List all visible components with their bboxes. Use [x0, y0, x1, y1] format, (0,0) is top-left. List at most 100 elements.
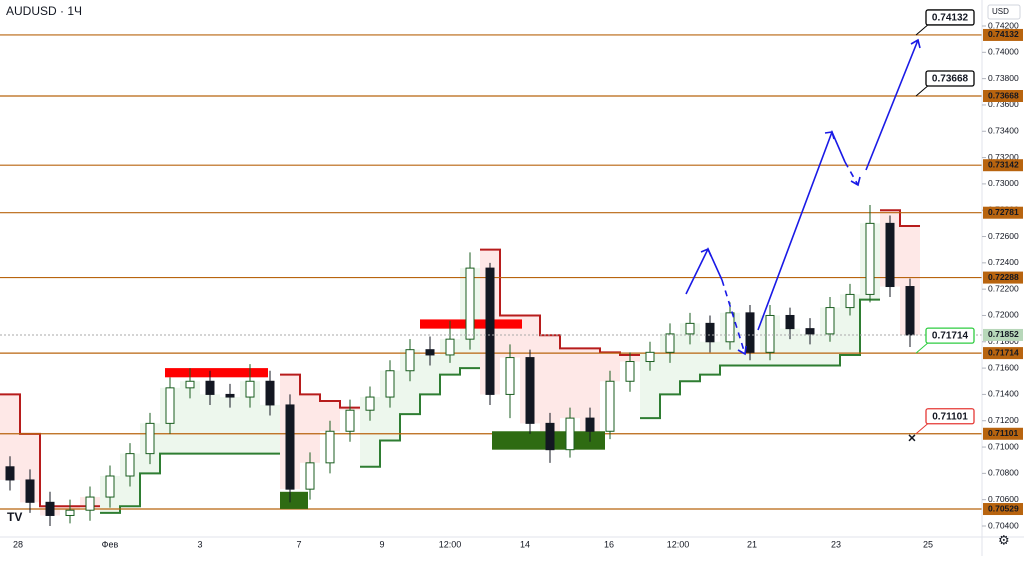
trend-fill: [240, 381, 260, 454]
trend-fill: [800, 333, 820, 366]
level-label-bg: [983, 347, 1023, 360]
y-tick-label: 0.73600: [988, 99, 1019, 109]
candle-body: [785, 314, 795, 330]
trend-fill: [660, 333, 680, 395]
arrow: [865, 39, 919, 171]
x-tick-label: 16: [604, 539, 614, 549]
trend-fill: [20, 433, 40, 503]
callout-label: 0.71101: [932, 411, 968, 422]
candle-body: [285, 404, 295, 490]
level-label: 0.71101: [988, 428, 1019, 438]
callout-box: [925, 9, 975, 26]
candle-body: [265, 380, 275, 406]
candle-body: [205, 380, 215, 395]
candle-body: [605, 380, 615, 432]
trend-fill: [700, 341, 720, 375]
candle-body: [625, 361, 635, 382]
level-label: 0.74132: [988, 29, 1019, 39]
last-price-label: 0.71852: [988, 329, 1019, 339]
candle-body: [505, 357, 515, 395]
candle-body: [585, 417, 595, 432]
trend-fill: [300, 394, 320, 463]
candle-body: [145, 422, 155, 455]
candle-body: [25, 479, 35, 503]
tv-logo: TV: [7, 510, 22, 524]
trend-up-line: [100, 452, 280, 514]
y-tick-label: 0.70600: [988, 494, 1019, 504]
candle-body: [65, 509, 75, 516]
y-tick-label: 0.71000: [988, 441, 1019, 451]
trend-fill: [560, 348, 580, 419]
y-tick-label: 0.73400: [988, 126, 1019, 136]
y-tick-label: 0.71200: [988, 415, 1019, 425]
level-label-bg: [983, 159, 1023, 172]
trend-fill: [640, 352, 660, 419]
x-tick-label: Фев: [102, 539, 119, 549]
trend-down-line: [0, 393, 100, 508]
level-label: 0.73142: [988, 159, 1019, 169]
candle-body: [865, 222, 875, 295]
y-tick-label: 0.71800: [988, 336, 1019, 346]
candle-body: [85, 496, 95, 511]
y-tick-label: 0.70800: [988, 468, 1019, 478]
currency-label[interactable]: USD: [992, 7, 1009, 16]
level-label: 0.71714: [988, 347, 1019, 357]
candle-body: [705, 322, 715, 343]
trend-fill: [420, 354, 440, 395]
candle-body: [845, 293, 855, 309]
x-tick-label: 23: [831, 539, 841, 549]
y-tick-label: 0.73000: [988, 178, 1019, 188]
trend-fill: [580, 348, 600, 432]
callout-box: [925, 408, 975, 425]
y-tick-label: 0.70400: [988, 520, 1019, 530]
trend-fill: [320, 401, 340, 432]
trend-fill: [680, 323, 700, 382]
y-tick-label: 0.71400: [988, 389, 1019, 399]
y-tick-label: 0.74200: [988, 20, 1019, 30]
y-tick-label: 0.71600: [988, 362, 1019, 372]
level-label: 0.72781: [988, 207, 1019, 217]
arrow: [721, 279, 746, 355]
callout-label: 0.74132: [932, 13, 969, 24]
y-tick-label: 0.72000: [988, 310, 1019, 320]
candle-body: [905, 286, 915, 336]
last-price-bg: [983, 328, 1023, 341]
candle-body: [305, 462, 315, 490]
arrowhead: [737, 345, 747, 356]
settings-icon[interactable]: ⚙: [998, 532, 1010, 547]
y-tick-label: 0.73800: [988, 73, 1019, 83]
x-tick-label: 9: [379, 539, 384, 549]
trend-fill: [200, 394, 220, 454]
y-tick-label: 0.72400: [988, 257, 1019, 267]
level-label: 0.73668: [988, 90, 1019, 100]
candle-body: [645, 351, 655, 363]
candle-body: [185, 380, 195, 389]
trend-fill: [780, 328, 800, 366]
x-tick-label: 12:00: [439, 539, 462, 549]
candle-body: [365, 396, 375, 411]
trend-fill: [540, 335, 560, 450]
currency-button[interactable]: [987, 4, 1021, 20]
x-tick-label: 14: [520, 539, 530, 549]
level-label-bg: [983, 503, 1023, 516]
stop-marker: ×: [908, 430, 916, 446]
candle-body: [405, 349, 415, 372]
candle-body: [45, 501, 55, 516]
candle-body: [225, 393, 235, 398]
trend-up-line: [360, 367, 480, 468]
callout-label: 0.73668: [932, 74, 969, 85]
trend-down-line: [280, 373, 360, 409]
y-tick-label: 0.74000: [988, 47, 1019, 57]
y-tick-label: 0.72600: [988, 231, 1019, 241]
candle-body: [345, 409, 355, 432]
candle-body: [125, 453, 135, 477]
x-tick-label: 25: [923, 539, 933, 549]
x-tick-label: 12:00: [667, 539, 690, 549]
candle-body: [445, 338, 455, 356]
y-tick-label: 0.73200: [988, 152, 1019, 162]
trend-up-line: [640, 298, 880, 420]
candle-body: [805, 328, 815, 335]
candle-body: [885, 222, 895, 288]
level-label-bg: [983, 90, 1023, 102]
